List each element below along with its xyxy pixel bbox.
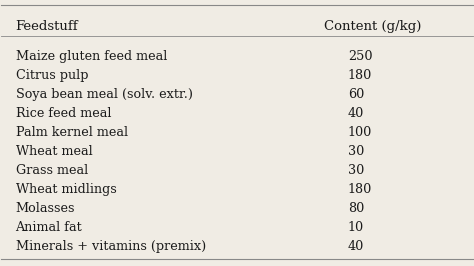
Text: Grass meal: Grass meal [16,164,88,177]
Text: 60: 60 [348,88,364,101]
Text: Palm kernel meal: Palm kernel meal [16,126,128,139]
Text: 40: 40 [348,240,364,253]
Text: 250: 250 [348,50,372,63]
Text: Rice feed meal: Rice feed meal [16,107,111,120]
Text: Minerals + vitamins (premix): Minerals + vitamins (premix) [16,240,206,253]
Text: 30: 30 [348,164,364,177]
Text: Molasses: Molasses [16,202,75,215]
Text: 100: 100 [348,126,372,139]
Text: 30: 30 [348,145,364,158]
Text: Citrus pulp: Citrus pulp [16,69,88,82]
Text: Feedstuff: Feedstuff [16,20,78,33]
Text: 180: 180 [348,69,372,82]
Text: 180: 180 [348,183,372,196]
Text: Animal fat: Animal fat [16,221,82,234]
Text: Wheat meal: Wheat meal [16,145,92,158]
Text: Wheat midlings: Wheat midlings [16,183,116,196]
Text: 80: 80 [348,202,364,215]
Text: Soya bean meal (solv. extr.): Soya bean meal (solv. extr.) [16,88,192,101]
Text: Maize gluten feed meal: Maize gluten feed meal [16,50,167,63]
Text: 40: 40 [348,107,364,120]
Text: 10: 10 [348,221,364,234]
Text: Content (g/kg): Content (g/kg) [324,20,421,33]
